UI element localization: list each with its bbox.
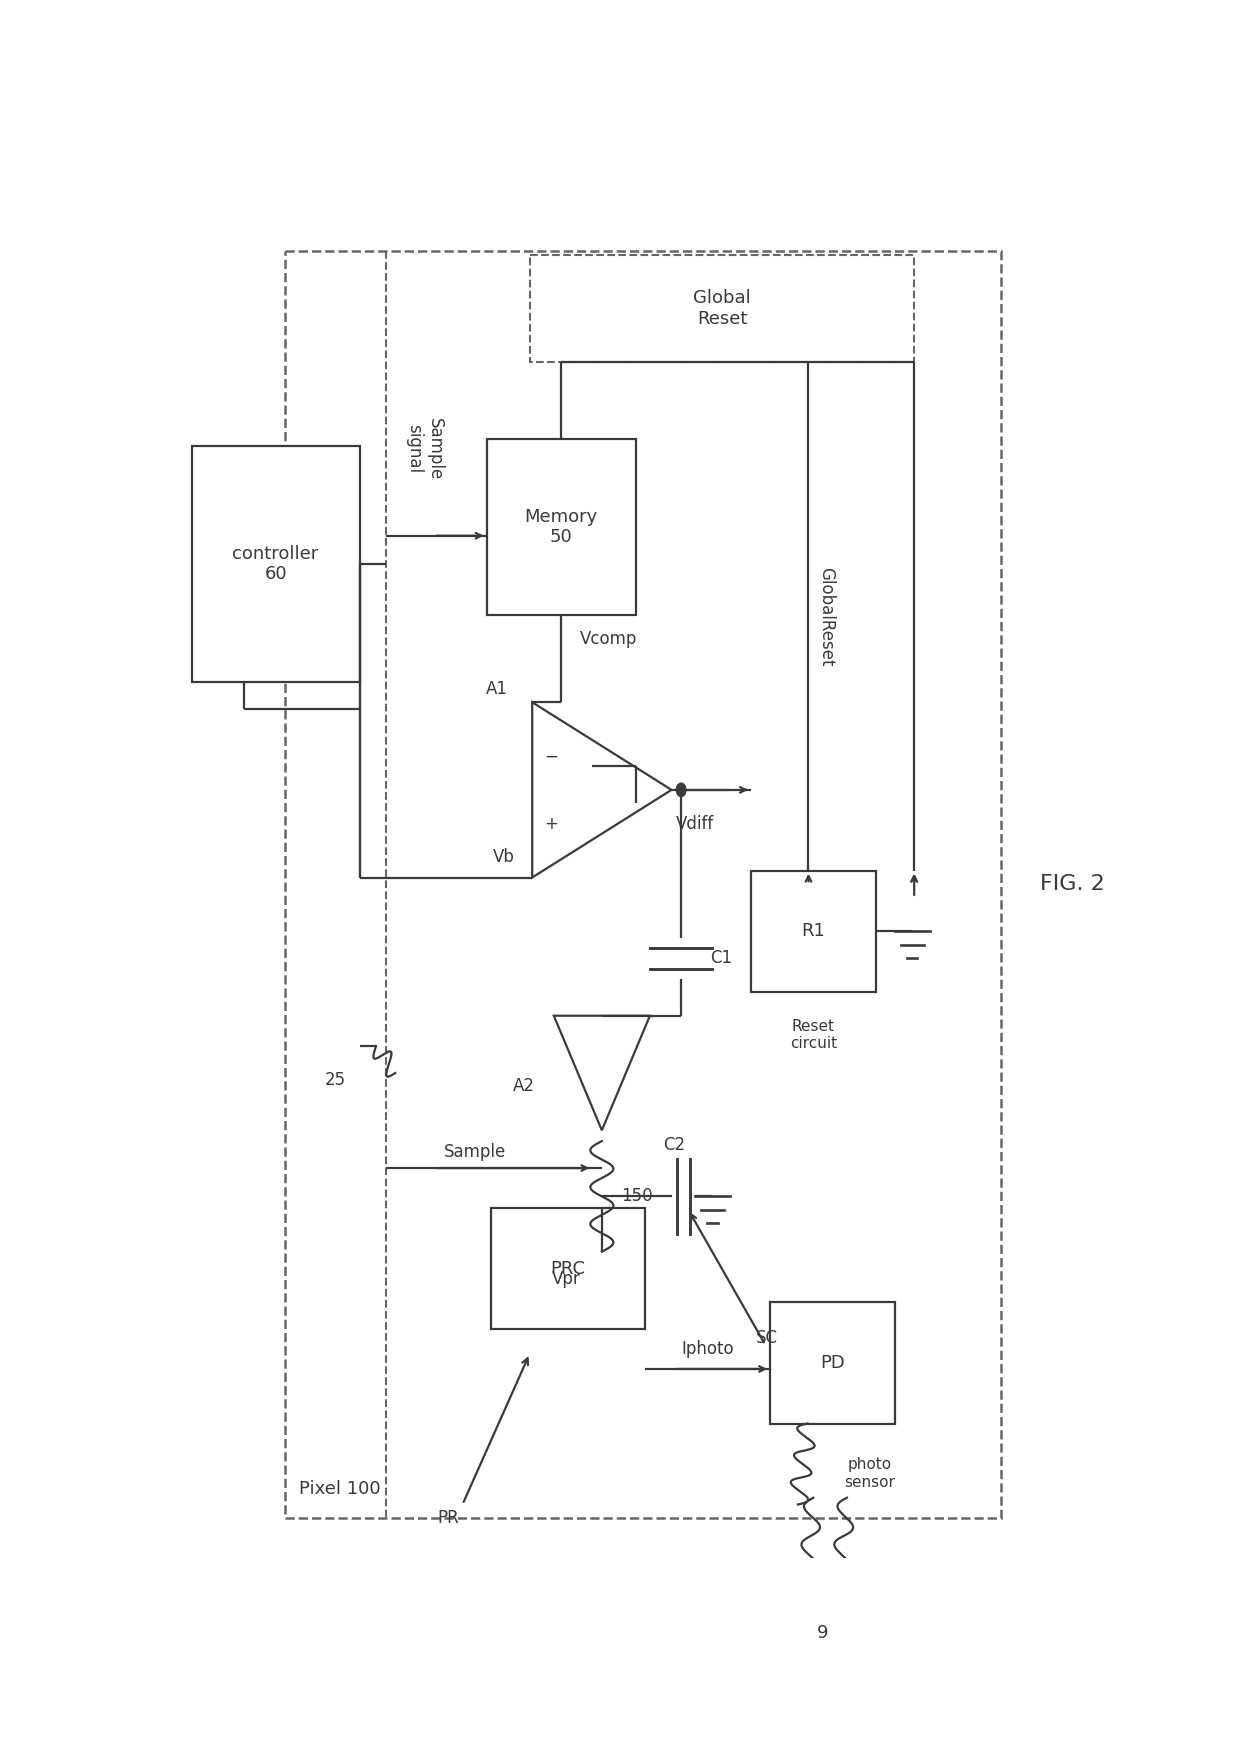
Text: C2: C2 bbox=[663, 1136, 684, 1154]
Text: 150: 150 bbox=[621, 1187, 652, 1205]
Bar bbox=[486, 440, 635, 615]
Text: 25: 25 bbox=[325, 1072, 346, 1089]
Text: PD: PD bbox=[820, 1354, 844, 1371]
Text: FIG. 2: FIG. 2 bbox=[1040, 874, 1105, 895]
Text: PR: PR bbox=[438, 1509, 459, 1527]
Text: Memory
50: Memory 50 bbox=[525, 508, 598, 546]
Text: A2: A2 bbox=[512, 1077, 534, 1096]
Text: Vcomp: Vcomp bbox=[580, 630, 637, 648]
Bar bbox=[285, 250, 1001, 1518]
Text: Pixel 100: Pixel 100 bbox=[299, 1480, 381, 1497]
Text: R1: R1 bbox=[801, 923, 826, 940]
Text: Vdiff: Vdiff bbox=[676, 814, 714, 832]
Text: C1: C1 bbox=[711, 949, 732, 967]
Bar bbox=[770, 1303, 895, 1424]
Text: GlobalReset: GlobalReset bbox=[817, 567, 835, 667]
Text: Sample: Sample bbox=[444, 1143, 506, 1161]
Text: Global
Reset: Global Reset bbox=[693, 289, 751, 327]
Text: Vpr: Vpr bbox=[552, 1269, 580, 1287]
Bar bbox=[529, 254, 914, 362]
Text: Iphoto: Iphoto bbox=[681, 1340, 734, 1357]
Circle shape bbox=[676, 783, 686, 797]
Text: Reset
circuit: Reset circuit bbox=[790, 1019, 837, 1052]
Text: 9: 9 bbox=[817, 1623, 828, 1641]
Text: SC: SC bbox=[755, 1329, 777, 1347]
Text: Vb: Vb bbox=[494, 847, 515, 867]
Text: −: − bbox=[544, 748, 558, 765]
Text: A1: A1 bbox=[486, 679, 508, 697]
Bar bbox=[751, 870, 875, 993]
Text: Sample
signal: Sample signal bbox=[404, 417, 444, 480]
Text: controller
60: controller 60 bbox=[232, 545, 319, 583]
Text: PRC: PRC bbox=[551, 1259, 585, 1278]
Text: photo
sensor: photo sensor bbox=[844, 1457, 895, 1490]
Text: +: + bbox=[544, 814, 558, 832]
Bar bbox=[191, 447, 360, 681]
Bar bbox=[491, 1208, 645, 1329]
